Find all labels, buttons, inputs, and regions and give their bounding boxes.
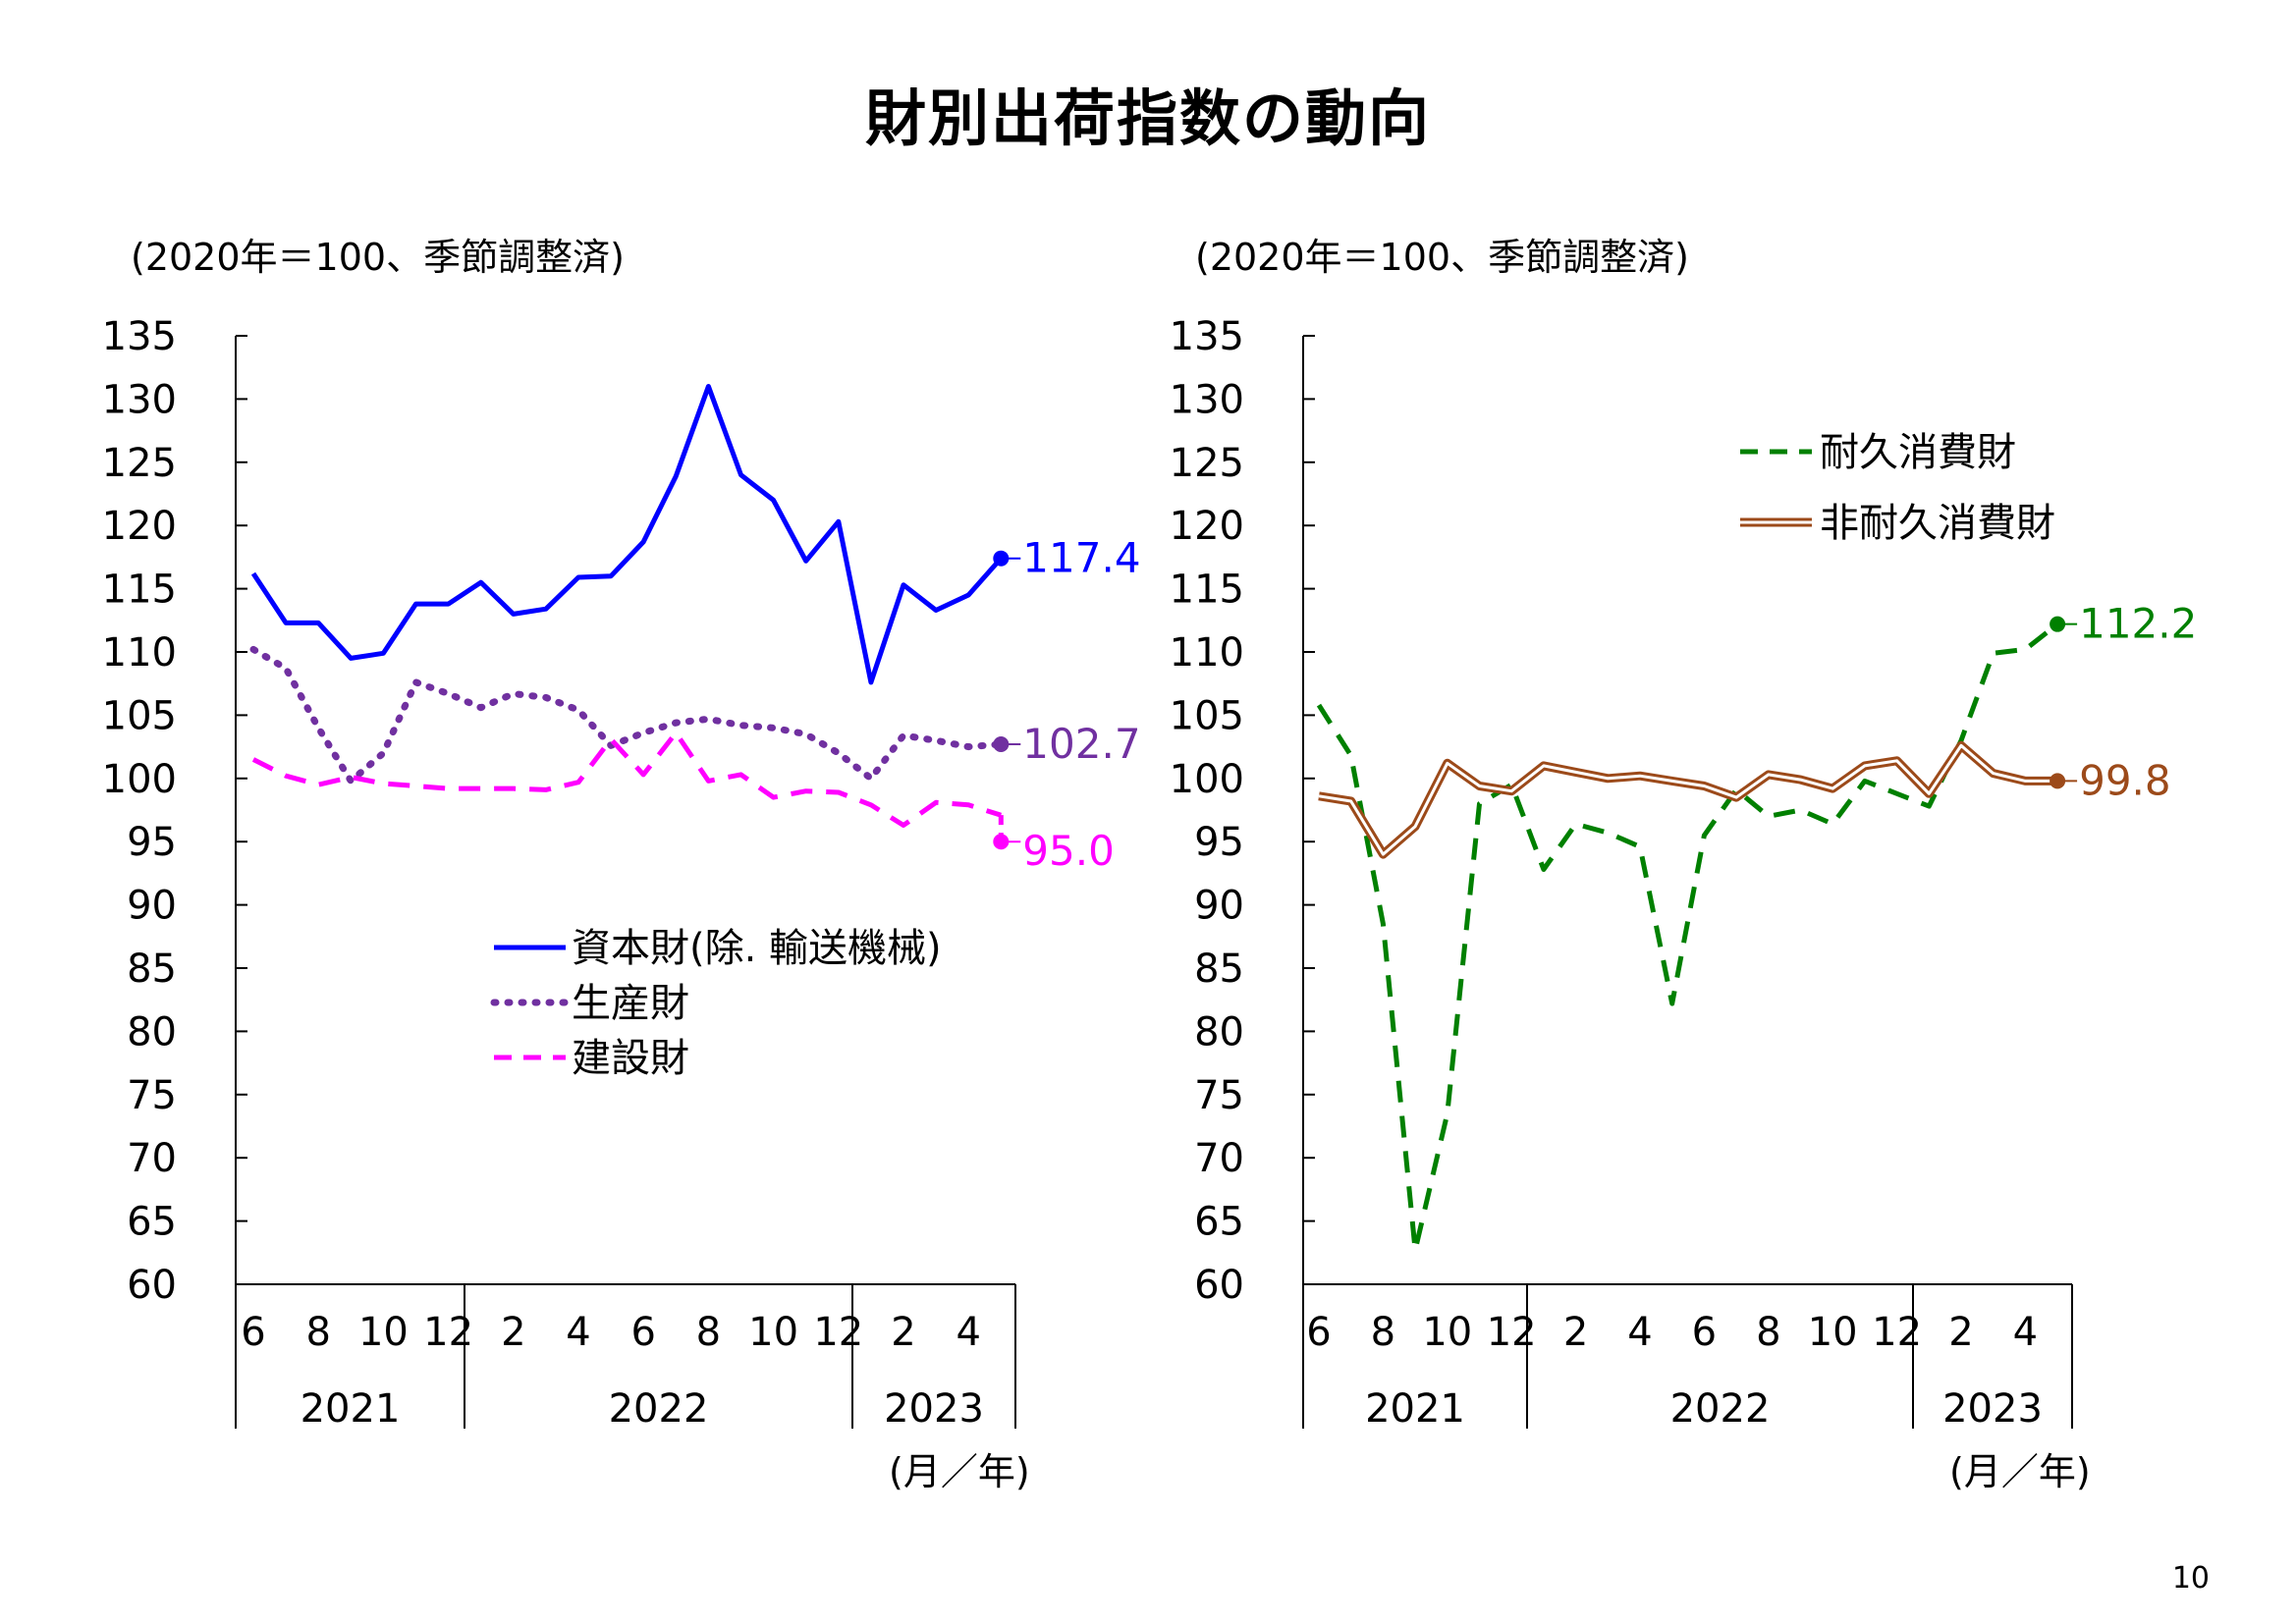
y-tick-label: 80 <box>1194 1009 1244 1055</box>
x-tick-label: 2 <box>1948 1310 1973 1355</box>
series-line-1-3 <box>251 730 1003 828</box>
x-tick-label: 4 <box>1627 1310 1652 1355</box>
y-tick-label: 90 <box>127 884 177 929</box>
x-tick-label: 12 <box>1487 1310 1537 1355</box>
year-label: 2023 <box>1942 1386 2043 1432</box>
y-tick-label: 95 <box>127 820 177 865</box>
year-label: 2022 <box>1670 1386 1771 1432</box>
y-tick-label: 75 <box>127 1073 177 1118</box>
page-title: 財別出荷指数の動向 <box>864 82 1431 154</box>
page-number: 10 <box>2171 1561 2210 1596</box>
x-unit-label: (月／年) <box>889 1450 1030 1493</box>
y-tick-label: 60 <box>127 1263 177 1308</box>
y-tick-label: 110 <box>102 630 177 676</box>
x-tick-label: 10 <box>358 1310 409 1355</box>
y-tick-label: 130 <box>102 377 177 422</box>
series-end-label: 99.8 <box>2079 756 2171 804</box>
chart-1: (2020年＝100、季節調整済) 135 130 125 120 115 110 105 10… <box>102 236 1141 1493</box>
y-tick-label: 115 <box>102 568 177 613</box>
legend-label: 非耐久消費財 <box>1820 501 2055 546</box>
x-tick-label: 8 <box>305 1310 330 1355</box>
x-tick-label: 12 <box>813 1310 863 1355</box>
year-label: 2022 <box>609 1386 709 1432</box>
y-tick-label: 85 <box>1194 947 1244 992</box>
series-line-2-2-inner <box>1318 743 2058 856</box>
legend-label: 資本財(除. 輸送機械) <box>572 926 942 971</box>
y-tick-label: 60 <box>1194 1263 1244 1308</box>
y-tick-label: 135 <box>1170 314 1244 359</box>
y-tick-label: 125 <box>1170 441 1244 486</box>
y-tick-label: 105 <box>1170 693 1244 738</box>
y-tick-label: 90 <box>1194 884 1244 929</box>
x-tick-label: 8 <box>1756 1310 1780 1355</box>
year-label: 2021 <box>301 1386 401 1432</box>
unit-label: (2020年＝100、季節調整済) <box>1195 236 1689 279</box>
x-tick-label: 8 <box>696 1310 721 1355</box>
x-tick-label: 8 <box>1371 1310 1395 1355</box>
y-tick-label: 130 <box>1170 377 1244 422</box>
y-tick-label: 65 <box>1194 1200 1244 1245</box>
y-tick-label: 105 <box>102 693 177 738</box>
x-tick-label: 10 <box>1422 1310 1472 1355</box>
y-tick-label: 120 <box>102 504 177 549</box>
y-tick-label: 85 <box>127 947 177 992</box>
series-end-label: 95.0 <box>1022 827 1115 875</box>
series-end-label: 112.2 <box>2079 600 2197 648</box>
y-tick-label: 95 <box>1194 820 1244 865</box>
y-tick-label: 80 <box>127 1009 177 1055</box>
x-tick-label: 2 <box>1563 1310 1588 1355</box>
y-tick-label: 65 <box>127 1200 177 1245</box>
x-tick-label: 10 <box>748 1310 798 1355</box>
x-tick-label: 12 <box>423 1310 473 1355</box>
x-tick-label: 4 <box>956 1310 980 1355</box>
legend-label: 生産財 <box>572 981 689 1026</box>
x-tick-label: 6 <box>1306 1310 1331 1355</box>
x-tick-label: 6 <box>630 1310 655 1355</box>
x-unit-label: (月／年) <box>1949 1450 2091 1493</box>
year-label: 2023 <box>884 1386 984 1432</box>
unit-label: (2020年＝100、季節調整済) <box>131 236 625 279</box>
x-tick-label: 10 <box>1808 1310 1858 1355</box>
x-tick-label: 4 <box>2013 1310 2038 1355</box>
legend-label: 建設財 <box>572 1036 689 1081</box>
y-tick-label: 100 <box>102 757 177 802</box>
y-tick-label: 120 <box>1170 504 1244 549</box>
x-tick-label: 12 <box>1872 1310 1922 1355</box>
y-tick-label: 75 <box>1194 1073 1244 1118</box>
y-tick-label: 70 <box>1194 1136 1244 1181</box>
x-tick-label: 2 <box>891 1310 915 1355</box>
y-tick-label: 110 <box>1170 630 1244 676</box>
x-tick-label: 6 <box>1692 1310 1717 1355</box>
legend-label: 耐久消費財 <box>1820 430 2016 475</box>
year-label: 2021 <box>1365 1386 1465 1432</box>
y-tick-label: 115 <box>1170 568 1244 613</box>
y-tick-label: 125 <box>102 441 177 486</box>
x-tick-label: 2 <box>501 1310 525 1355</box>
series-line-2-1 <box>1316 622 2059 1253</box>
x-tick-label: 6 <box>241 1310 265 1355</box>
chart-2: (2020年＝100、季節調整済) 135 130 125 120 115 110 105 10… <box>1170 236 2198 1493</box>
y-tick-label: 135 <box>102 314 177 359</box>
y-tick-label: 100 <box>1170 757 1244 802</box>
x-tick-label: 4 <box>566 1310 590 1355</box>
y-tick-label: 70 <box>127 1136 177 1181</box>
series-end-label: 102.7 <box>1022 720 1140 768</box>
series-line-1-2 <box>249 645 1005 785</box>
series-line-1-1 <box>250 384 1004 685</box>
series-end-label: 117.4 <box>1022 534 1140 582</box>
